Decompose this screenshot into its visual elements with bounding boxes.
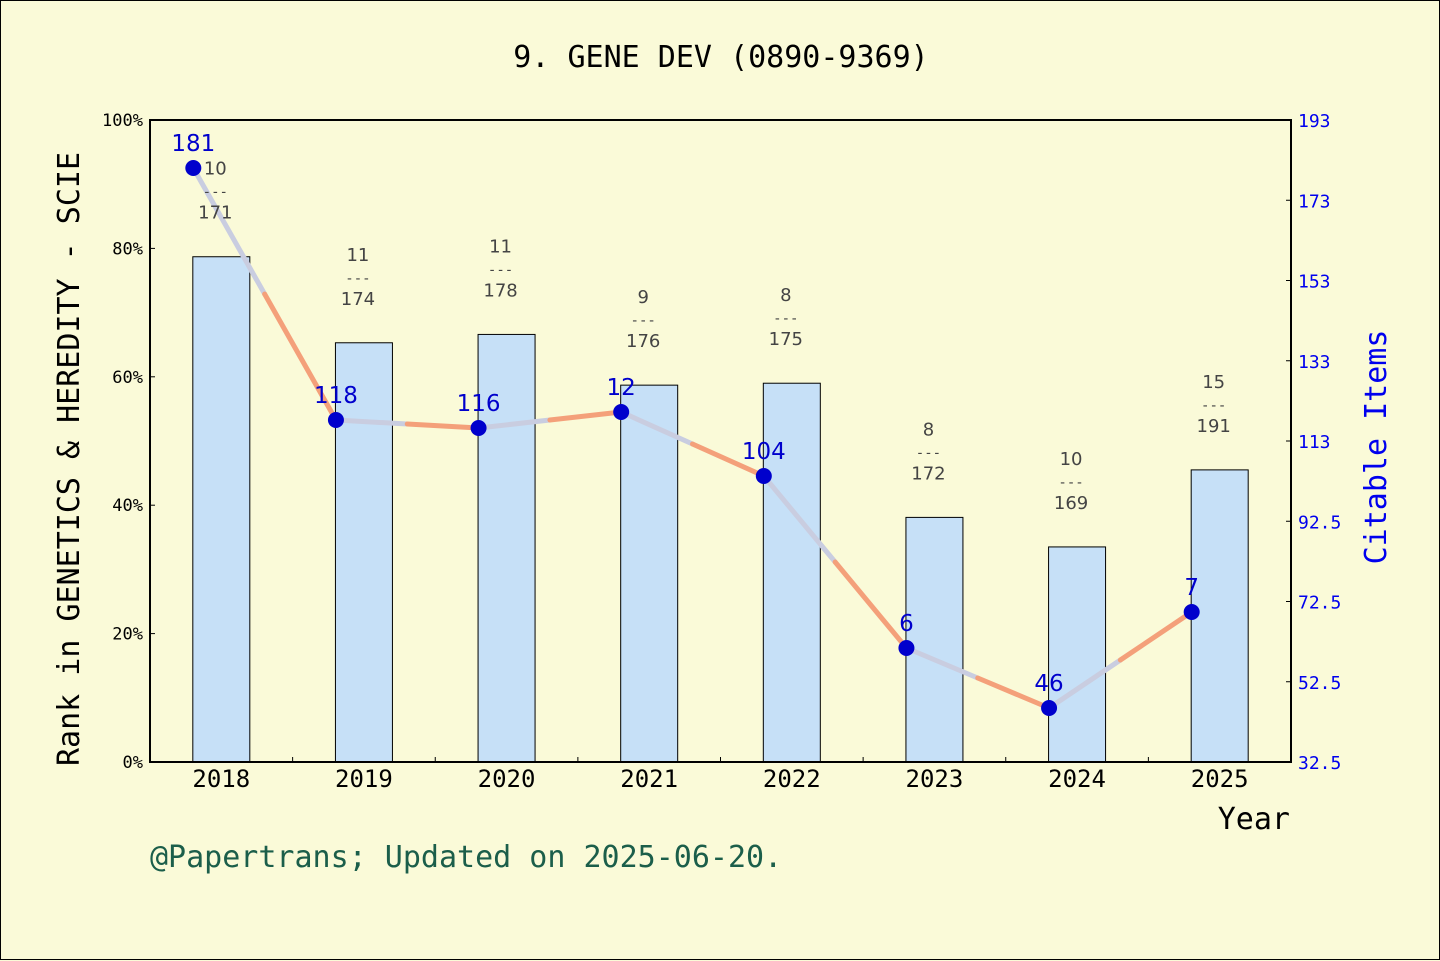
citable-label: 6	[899, 611, 914, 637]
rank-separator: ---	[773, 311, 798, 327]
rank-separator: ---	[1201, 398, 1226, 414]
rank-label: 11	[489, 236, 512, 257]
rank-label: 8	[780, 285, 791, 306]
bar-layer	[192, 256, 1249, 763]
right-tick-label: 193	[1298, 111, 1331, 132]
line-segment-b	[1117, 609, 1195, 663]
total-label: 178	[483, 280, 517, 301]
citable-label: 46	[1034, 671, 1063, 697]
point-2021	[613, 404, 630, 420]
citable-label: 118	[314, 383, 358, 409]
bar-2025	[1190, 469, 1249, 763]
x-tick-label: 2021	[620, 765, 678, 793]
point-2025	[1183, 604, 1200, 620]
rank-label: 15	[1202, 372, 1225, 393]
plot-area-border	[149, 119, 1292, 763]
footer-credit: @Papertrans; Updated on 2025-06-20.	[150, 840, 782, 875]
x-tick-label: 2025	[1191, 765, 1249, 793]
citable-label: 12	[607, 375, 636, 401]
line-segment-a	[761, 473, 838, 565]
line-segment-b	[832, 559, 909, 651]
left-tick-label: 60%	[112, 368, 143, 388]
line-segment-b	[690, 441, 767, 479]
x-tick-label: 2024	[1048, 765, 1106, 793]
x-tick-label: 2022	[763, 765, 821, 793]
citable-label: 7	[1184, 575, 1199, 601]
total-label: 175	[769, 329, 803, 350]
citable-label: 181	[171, 131, 215, 157]
total-label: 176	[626, 331, 660, 352]
total-label: 169	[1054, 493, 1088, 514]
x-tick-label: 2023	[906, 765, 964, 793]
citable-label: 116	[457, 391, 501, 417]
left-tick-label: 0%	[123, 753, 143, 773]
rank-separator: ---	[345, 271, 370, 287]
bar-2023	[905, 516, 964, 763]
y-axis-label-right: Citable Items	[1359, 330, 1394, 565]
x-tick-label: 2020	[478, 765, 536, 793]
line-segment-b	[262, 291, 339, 423]
x-axis: 2018 2019 2020 2021 2022 2023 2024 2025	[192, 757, 1249, 793]
line-segment-b	[975, 675, 1052, 711]
y-axis-label-left: Rank in GENETICS & HEREDITY - SCIE	[52, 152, 87, 766]
left-tick-label: 100%	[102, 111, 143, 131]
x-axis-label: Year	[1218, 802, 1290, 837]
point-2019	[327, 412, 344, 428]
rank-separator: ---	[488, 262, 513, 278]
point-2023	[898, 640, 915, 656]
total-label: 174	[341, 289, 375, 310]
point-2020	[470, 420, 487, 436]
right-tick-label: 113	[1298, 432, 1331, 453]
bar-2018	[192, 256, 251, 763]
bar-2020	[477, 333, 536, 763]
left-tick-label: 20%	[112, 625, 143, 645]
point-2018	[185, 160, 202, 176]
line-segment-a	[190, 165, 268, 297]
right-tick-label: 153	[1298, 272, 1331, 293]
left-tick-label: 80%	[112, 239, 143, 259]
x-tick-label: 2018	[192, 765, 250, 793]
line-segment-a	[618, 409, 695, 447]
line-segment-b	[404, 421, 482, 431]
right-axis: 32.5 52.5 72.5 92.5 113 133 153 173 193	[1286, 111, 1341, 774]
total-label: 171	[198, 203, 232, 224]
rank-separator: ---	[631, 313, 656, 329]
rank-label: 8	[923, 419, 934, 440]
rank-separator: ---	[1058, 475, 1083, 491]
point-2022	[755, 468, 772, 484]
right-tick-label: 72.5	[1298, 593, 1341, 614]
rank-label: 11	[346, 245, 369, 266]
rank-separator: ---	[916, 445, 941, 461]
x-tick-label: 2019	[335, 765, 393, 793]
right-tick-label: 133	[1298, 352, 1331, 373]
line-segment-a	[1046, 657, 1123, 711]
bar-2022	[762, 382, 821, 763]
line-segment-a	[476, 417, 553, 431]
point-2024	[1041, 700, 1058, 716]
bar-2024	[1048, 546, 1107, 763]
bar-2019	[334, 342, 393, 763]
rank-label: 9	[637, 287, 648, 308]
rank-separator: ---	[203, 185, 228, 201]
bar-2021	[620, 384, 679, 763]
right-tick-label: 32.5	[1298, 753, 1341, 774]
chart-title: 9. GENE DEV (0890-9369)	[513, 40, 928, 75]
citable-label: 104	[742, 439, 786, 465]
left-axis: 0% 20% 40% 60% 80% 100%	[102, 111, 155, 773]
right-tick-label: 173	[1298, 191, 1331, 212]
left-tick-label: 40%	[112, 496, 143, 516]
right-tick-label: 52.5	[1298, 673, 1341, 694]
right-tick-label: 92.5	[1298, 512, 1341, 533]
line-segment-a	[903, 645, 981, 681]
rank-label: 10	[1060, 449, 1083, 470]
annotation-layer: 10 --- 171 11 --- 174 11 --- 178 9 --- 176 8 --- 175 8 -…	[198, 159, 1231, 514]
total-label: 191	[1197, 416, 1231, 437]
total-label: 172	[911, 463, 945, 484]
rank-label: 10	[204, 159, 227, 180]
line-segment-a	[333, 417, 410, 427]
line-segment-b	[547, 409, 624, 423]
